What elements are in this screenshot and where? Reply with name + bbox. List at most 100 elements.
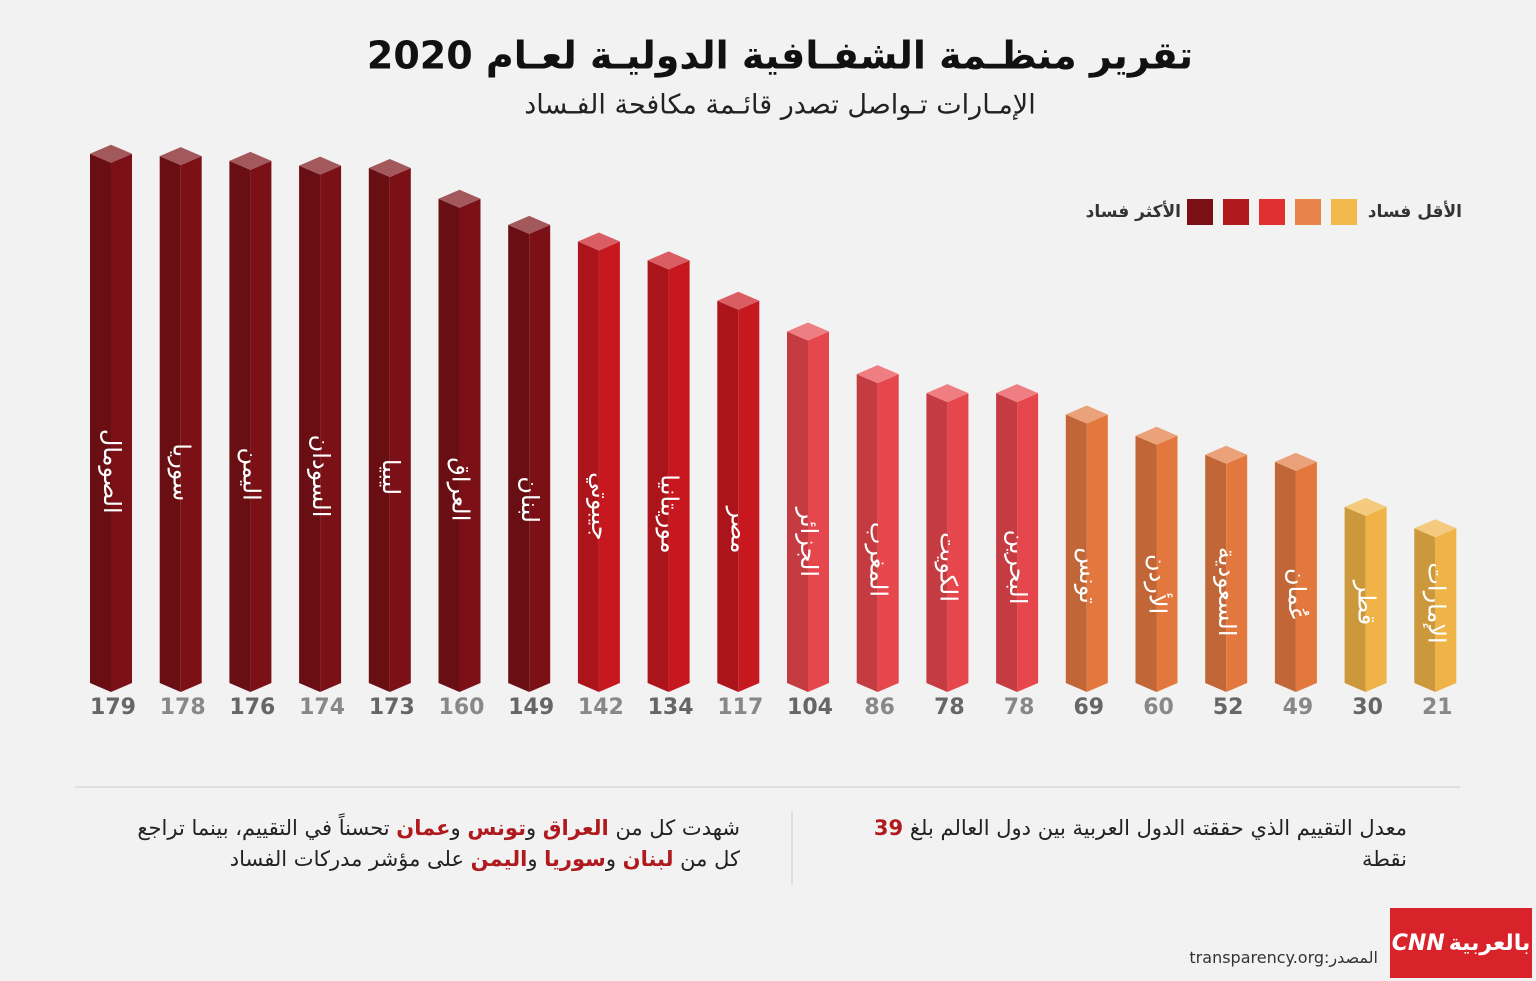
- bar: [368, 158, 411, 693]
- bar-top-face: [787, 322, 829, 341]
- category-label: الجزائر: [795, 507, 823, 577]
- legend-swatch: [1223, 199, 1249, 225]
- bar-top-face: [996, 384, 1039, 403]
- bar-top-face: [1065, 405, 1108, 424]
- logo-brand: CNN: [1391, 930, 1445, 956]
- bar: [299, 156, 342, 692]
- logo: CNN بالعربية: [1390, 908, 1532, 978]
- category-label: السودان: [307, 435, 335, 518]
- value-label: 78: [1004, 695, 1035, 720]
- legend-low-label: الأقل فساد: [1368, 201, 1462, 222]
- bar-right-face: [738, 300, 760, 692]
- bar: [996, 384, 1039, 692]
- bar-left-face: [1065, 414, 1087, 692]
- bar-right-face: [529, 224, 551, 692]
- note-text: و: [450, 816, 468, 840]
- value-label: 49: [1283, 695, 1314, 720]
- bar-top-face: [856, 365, 899, 384]
- bar-top-face: [159, 147, 202, 166]
- bar: [438, 189, 481, 693]
- note-left: شهدت كل من العراق وتونس وعمان تحسناً في …: [120, 813, 740, 875]
- highlight-text: عمان: [396, 816, 451, 840]
- bar-left-face: [717, 300, 739, 692]
- bar: [90, 144, 132, 692]
- bar-left-face: [1274, 461, 1296, 692]
- bar-left-face: [368, 167, 390, 693]
- category-label: ليبيا: [377, 459, 405, 495]
- bar-right-face: [320, 165, 342, 692]
- category-label: جيبوتي: [586, 472, 614, 540]
- value-label: 149: [508, 695, 554, 720]
- category-label: عُمان: [1283, 568, 1311, 621]
- bar-left-face: [1414, 528, 1436, 692]
- bar-left-face: [1205, 454, 1227, 692]
- bar: [647, 251, 690, 692]
- bar-right-face: [1295, 461, 1317, 692]
- bar: [508, 215, 551, 692]
- category-label: السعودية: [1213, 547, 1241, 637]
- value-label: 160: [439, 695, 485, 720]
- note-right: معدل التقييم الذي حققته الدول العربية بي…: [827, 813, 1407, 875]
- bar: [926, 384, 969, 692]
- highlight-text: تونس: [467, 816, 526, 840]
- bar: [1135, 426, 1178, 692]
- highlight-text: العراق: [542, 816, 609, 840]
- category-label: البحرين: [1004, 530, 1032, 605]
- bar-right-face: [1156, 435, 1178, 692]
- note-text: و: [527, 847, 545, 871]
- bar-right-face: [877, 374, 899, 692]
- bar-right-face: [389, 167, 411, 693]
- category-label: الأردن: [1144, 554, 1173, 614]
- chart-title: تقرير منظـمة الشفـافية الدوليـة لعـام 20…: [367, 34, 1193, 79]
- bar-right-face: [1086, 414, 1108, 692]
- category-label: العراق: [447, 457, 475, 521]
- bar: [1065, 405, 1108, 692]
- note-text: و: [525, 816, 543, 840]
- bar-right-face: [111, 153, 132, 692]
- bar-right-face: [459, 198, 481, 693]
- bar-top-face: [1135, 426, 1178, 445]
- bar-left-face: [647, 260, 669, 692]
- note-text: على مؤشر مدركات الفساد: [229, 847, 471, 871]
- bar-top-face: [1205, 445, 1248, 464]
- bar: [856, 365, 899, 692]
- bar-right-face: [668, 260, 690, 692]
- bar-left-face: [438, 198, 460, 693]
- legend-swatch: [1331, 199, 1357, 225]
- bar-left-face: [996, 393, 1018, 692]
- bar: [229, 151, 272, 692]
- value-label: 176: [229, 695, 275, 720]
- category-label: سوريا: [168, 443, 196, 501]
- bar-top-face: [90, 144, 132, 163]
- bar-top-face: [717, 291, 760, 310]
- bar-right-face: [598, 241, 620, 692]
- bar-left-face: [856, 374, 878, 692]
- bar-right-face: [808, 331, 829, 692]
- bar: [1414, 519, 1457, 692]
- value-label: 52: [1213, 695, 1244, 720]
- category-label: اليمن: [237, 447, 265, 500]
- legend-swatch: [1259, 199, 1285, 225]
- bar-top-face: [438, 189, 481, 208]
- chart-subtitle: الإمـارات تـواصل تصدر قائـمة مكافحة الفـ…: [524, 90, 1035, 121]
- legend-high-label: الأكثر فساد: [1086, 201, 1181, 222]
- legend-swatch: [1187, 199, 1213, 225]
- bar: [1205, 445, 1248, 692]
- category-label: تونس: [1074, 547, 1102, 603]
- value-label: 134: [648, 695, 694, 720]
- source: المصدر:transparency.org: [1189, 948, 1378, 967]
- bar-left-face: [1344, 506, 1366, 692]
- value-label: 78: [934, 695, 965, 720]
- bar-right-face: [1017, 393, 1039, 692]
- note-text: معدل التقييم الذي حققته الدول العربية بي…: [903, 816, 1407, 840]
- bar-left-face: [299, 165, 321, 692]
- highlight-text: سوريا: [544, 847, 606, 871]
- bar-right-face: [250, 160, 272, 692]
- value-label: 104: [787, 695, 833, 720]
- bar-right-face: [180, 156, 202, 692]
- bar-top-face: [647, 251, 690, 270]
- bar-left-face: [159, 156, 181, 692]
- value-label: 142: [578, 695, 624, 720]
- bar: [577, 232, 620, 692]
